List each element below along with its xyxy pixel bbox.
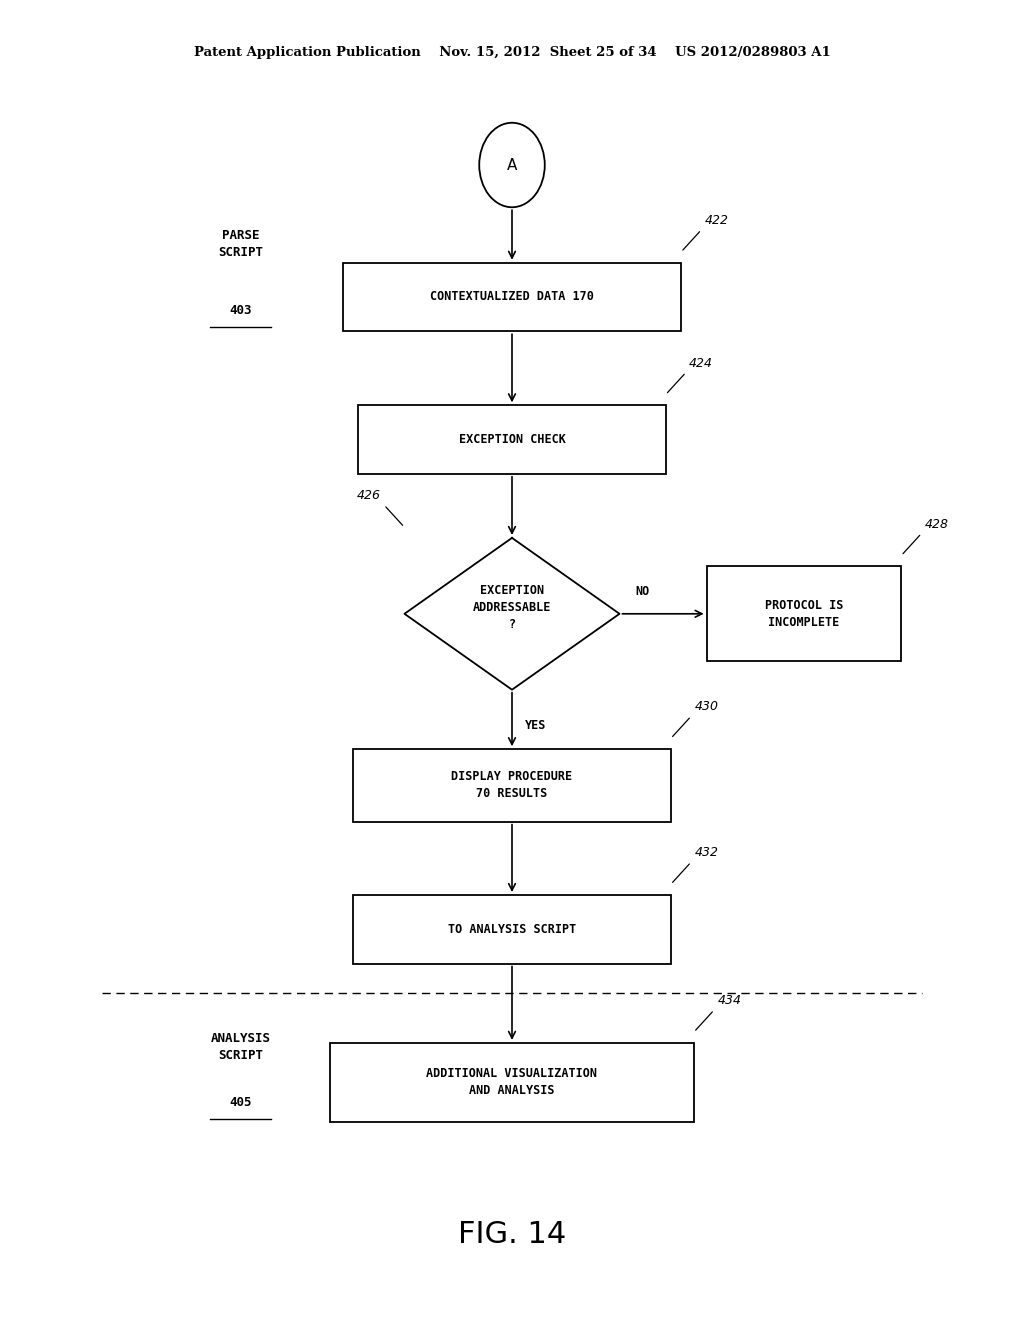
Circle shape [479,123,545,207]
FancyBboxPatch shape [343,263,681,331]
Text: DISPLAY PROCEDURE
70 RESULTS: DISPLAY PROCEDURE 70 RESULTS [452,771,572,800]
Text: 434: 434 [717,994,741,1007]
Text: 403: 403 [229,304,252,317]
Text: CONTEXTUALIZED DATA 170: CONTEXTUALIZED DATA 170 [430,290,594,304]
FancyBboxPatch shape [353,895,671,964]
Text: NO: NO [635,585,649,598]
Text: Patent Application Publication    Nov. 15, 2012  Sheet 25 of 34    US 2012/02898: Patent Application Publication Nov. 15, … [194,46,830,59]
Text: 405: 405 [229,1096,252,1109]
Text: TO ANALYSIS SCRIPT: TO ANALYSIS SCRIPT [447,923,577,936]
Text: 430: 430 [694,701,718,713]
FancyBboxPatch shape [358,405,666,474]
Text: 426: 426 [357,490,381,502]
Text: EXCEPTION
ADDRESSABLE
?: EXCEPTION ADDRESSABLE ? [473,583,551,631]
Text: A: A [507,157,517,173]
Text: 424: 424 [689,356,713,370]
Text: YES: YES [525,718,547,731]
Text: ADDITIONAL VISUALIZATION
AND ANALYSIS: ADDITIONAL VISUALIZATION AND ANALYSIS [427,1068,597,1097]
Text: PROTOCOL IS
INCOMPLETE: PROTOCOL IS INCOMPLETE [765,599,843,628]
Text: EXCEPTION CHECK: EXCEPTION CHECK [459,433,565,446]
Text: PARSE
SCRIPT: PARSE SCRIPT [218,230,263,259]
Text: ANALYSIS
SCRIPT: ANALYSIS SCRIPT [211,1032,270,1061]
FancyBboxPatch shape [707,566,901,661]
Text: FIG. 14: FIG. 14 [458,1220,566,1249]
FancyBboxPatch shape [353,750,671,821]
FancyBboxPatch shape [330,1043,694,1122]
Text: 428: 428 [925,517,948,531]
Text: 432: 432 [694,846,718,859]
Text: 422: 422 [705,214,728,227]
